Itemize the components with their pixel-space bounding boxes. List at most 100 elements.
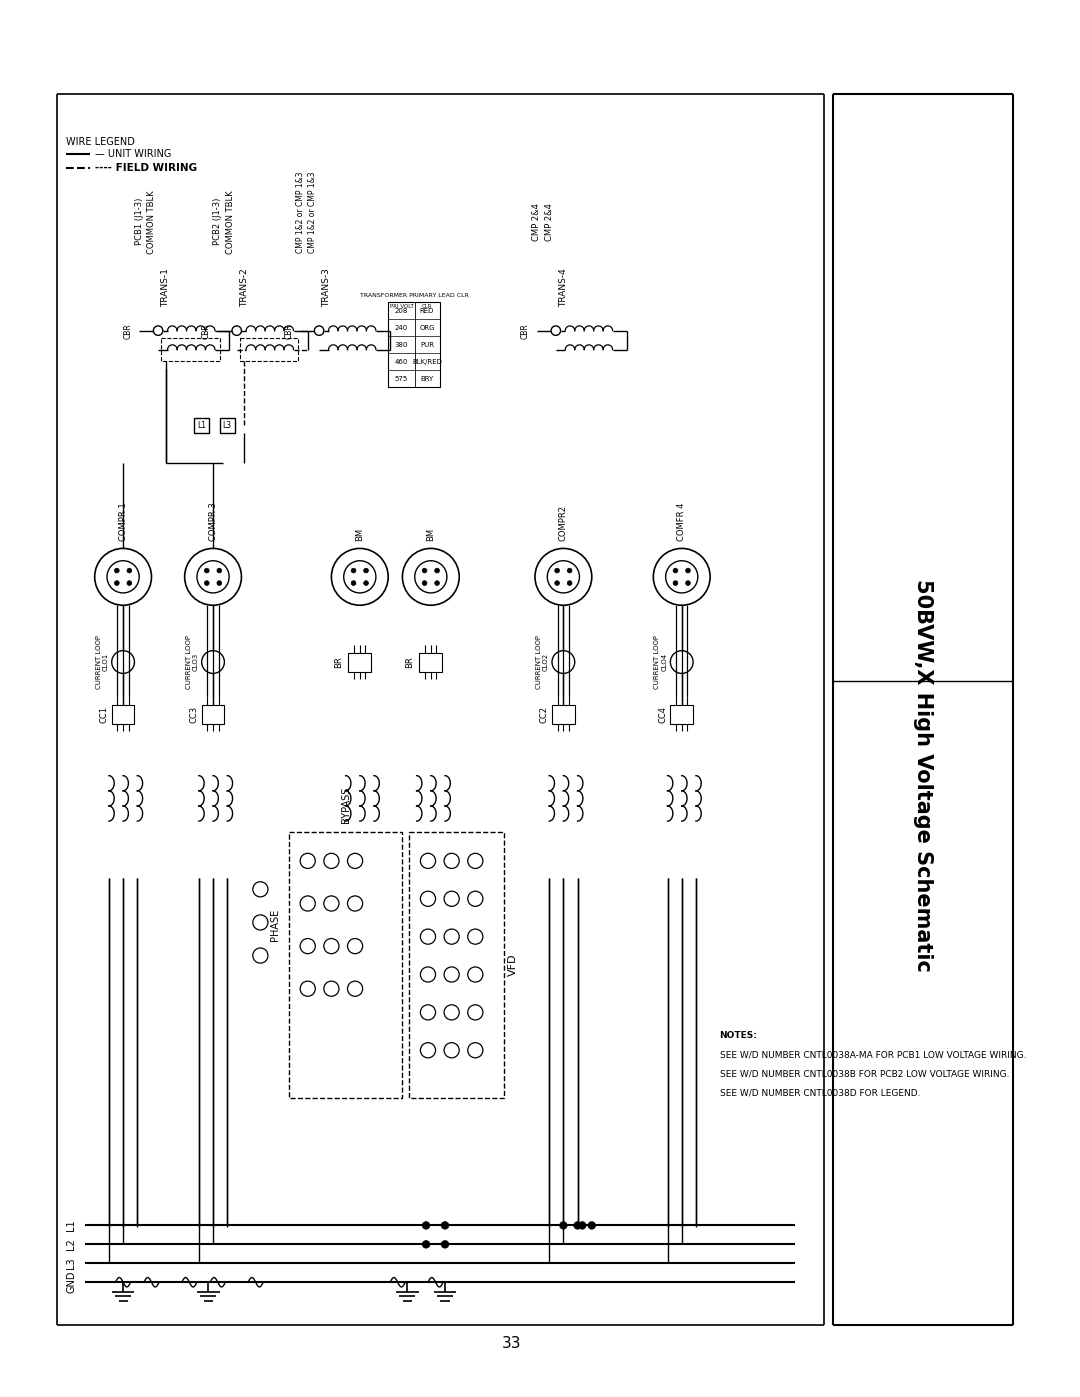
Circle shape (468, 1042, 483, 1058)
Circle shape (351, 581, 356, 585)
Circle shape (653, 549, 711, 605)
Circle shape (567, 569, 572, 573)
Circle shape (348, 854, 363, 869)
Text: TRANS-2: TRANS-2 (240, 268, 248, 307)
Circle shape (217, 581, 221, 585)
Text: COMFR 4: COMFR 4 (677, 503, 686, 541)
Text: CC4: CC4 (659, 705, 667, 722)
Circle shape (114, 581, 119, 585)
Text: PRI VOLT: PRI VOLT (390, 305, 414, 309)
Circle shape (127, 581, 132, 585)
Text: NOTES:: NOTES: (719, 1031, 757, 1041)
Text: L1: L1 (198, 420, 206, 430)
Text: CURRENT LOOP
CLO1: CURRENT LOOP CLO1 (96, 636, 109, 689)
Circle shape (420, 1004, 435, 1020)
Text: 575: 575 (395, 376, 408, 381)
Circle shape (351, 569, 356, 573)
Text: TRANSFORMER PRIMARY LEAD CLR: TRANSFORMER PRIMARY LEAD CLR (360, 292, 469, 298)
Circle shape (324, 895, 339, 911)
Text: L1: L1 (66, 1220, 76, 1231)
Text: PCB2 (J1-3): PCB2 (J1-3) (213, 198, 222, 246)
Bar (240, 338, 298, 360)
Circle shape (686, 581, 690, 585)
Text: CURRENT LOOP
CLO4: CURRENT LOOP CLO4 (654, 636, 667, 689)
Circle shape (671, 651, 693, 673)
Text: CC2: CC2 (540, 705, 549, 722)
Text: TRANS-1: TRANS-1 (161, 268, 171, 307)
Text: BR: BR (405, 657, 415, 668)
Bar (409, 833, 503, 1098)
Circle shape (567, 581, 572, 585)
Circle shape (420, 1042, 435, 1058)
Text: PHASE: PHASE (270, 909, 280, 942)
Circle shape (442, 1221, 449, 1229)
Text: CLR: CLR (422, 305, 432, 309)
Text: 240: 240 (395, 326, 408, 331)
Bar (419, 652, 442, 672)
Circle shape (420, 929, 435, 944)
Text: CBR: CBR (284, 323, 294, 338)
Text: L3: L3 (66, 1257, 76, 1268)
Text: BRY: BRY (420, 376, 434, 381)
Text: SEE W/D NUMBER CNTL0038B FOR PCB2 LOW VOLTAGE WIRING.: SEE W/D NUMBER CNTL0038B FOR PCB2 LOW VO… (719, 1069, 1009, 1078)
Circle shape (253, 915, 268, 930)
Circle shape (300, 939, 315, 954)
Circle shape (555, 569, 559, 573)
Circle shape (314, 326, 324, 335)
Circle shape (422, 1221, 430, 1229)
Text: VFD: VFD (509, 954, 518, 977)
Text: 208: 208 (395, 307, 408, 314)
Circle shape (300, 981, 315, 996)
Bar (288, 833, 403, 1098)
Circle shape (111, 651, 134, 673)
Circle shape (107, 560, 139, 592)
Text: COMPR 1: COMPR 1 (119, 503, 127, 541)
Text: CBR: CBR (202, 323, 211, 338)
Text: SEE W/D NUMBER CNTL0038A-MA FOR PCB1 LOW VOLTAGE WIRING.: SEE W/D NUMBER CNTL0038A-MA FOR PCB1 LOW… (719, 1051, 1026, 1059)
Bar (194, 418, 210, 433)
Circle shape (422, 569, 427, 573)
Circle shape (665, 560, 698, 592)
Circle shape (153, 326, 163, 335)
Circle shape (588, 1221, 595, 1229)
Circle shape (673, 581, 678, 585)
Circle shape (444, 1042, 459, 1058)
Circle shape (127, 569, 132, 573)
Circle shape (204, 581, 210, 585)
Text: COMPR2: COMPR2 (558, 504, 568, 541)
Circle shape (555, 581, 559, 585)
Circle shape (468, 891, 483, 907)
Circle shape (468, 967, 483, 982)
Bar (202, 704, 225, 724)
Circle shape (253, 882, 268, 897)
Circle shape (217, 569, 221, 573)
Text: CMP 1&2 or CMP 1&3: CMP 1&2 or CMP 1&3 (296, 172, 305, 253)
Circle shape (435, 581, 440, 585)
Circle shape (232, 326, 242, 335)
Circle shape (420, 967, 435, 982)
Bar (349, 652, 372, 672)
Circle shape (686, 569, 690, 573)
Text: ---- FIELD WIRING: ---- FIELD WIRING (95, 163, 197, 173)
Text: CBR: CBR (123, 323, 133, 338)
Text: PUR: PUR (420, 342, 434, 348)
Circle shape (324, 939, 339, 954)
Text: 50BVW,X High Voltage Schematic: 50BVW,X High Voltage Schematic (914, 580, 933, 972)
Text: ORG: ORG (419, 326, 435, 331)
Text: CC1: CC1 (99, 705, 109, 722)
Circle shape (548, 560, 580, 592)
Text: GND: GND (66, 1271, 76, 1294)
Circle shape (435, 569, 440, 573)
Circle shape (442, 1241, 449, 1248)
Circle shape (444, 967, 459, 982)
Circle shape (535, 549, 592, 605)
Bar (111, 704, 134, 724)
Circle shape (559, 1221, 567, 1229)
Circle shape (420, 854, 435, 869)
Circle shape (403, 549, 459, 605)
Text: RED: RED (420, 307, 434, 314)
Text: L3: L3 (222, 420, 232, 430)
Circle shape (468, 1004, 483, 1020)
Circle shape (348, 939, 363, 954)
Text: CMP 2&4: CMP 2&4 (544, 203, 554, 240)
